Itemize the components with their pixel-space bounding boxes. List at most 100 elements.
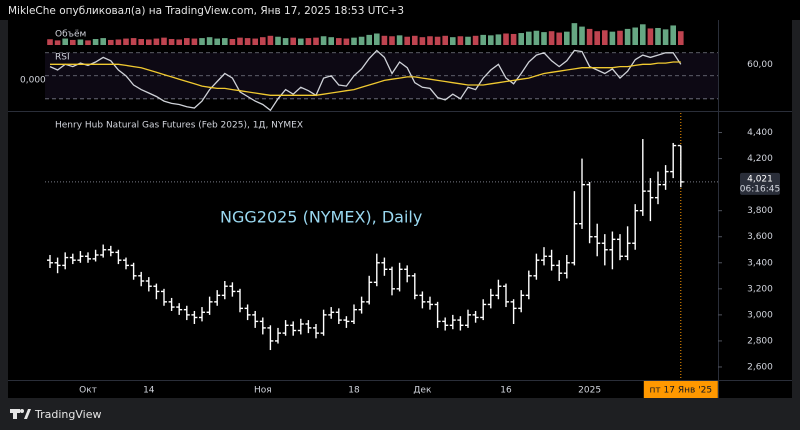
pane-title: RSI	[55, 53, 70, 63]
current-time-box	[643, 381, 718, 398]
x-tick-label: Дек	[413, 386, 432, 396]
volume-bar	[465, 36, 471, 45]
volume-bar	[108, 39, 114, 45]
volume-bar	[54, 40, 61, 45]
volume-bar	[662, 29, 669, 45]
volume-bar	[184, 38, 190, 45]
volume-bar	[640, 24, 646, 45]
volume-bar	[115, 39, 122, 45]
volume-bar	[586, 28, 593, 45]
volume-bar	[47, 39, 53, 45]
volume-bar	[313, 37, 319, 45]
x-tick-label: Ноя	[254, 386, 272, 396]
volume-bar	[602, 30, 608, 45]
logo-part	[20, 409, 24, 413]
x-tick-label: Окт	[79, 386, 97, 396]
volume-bar	[176, 39, 182, 45]
volume-bar	[62, 38, 68, 45]
current-time-label: пт 17 Янв '25	[650, 386, 713, 396]
volume-bar	[678, 31, 684, 45]
x-tick-label: 2025	[578, 386, 601, 396]
y-tick-label: 4,400	[747, 128, 773, 138]
volume-bar	[191, 38, 198, 45]
volume-bar	[237, 37, 243, 45]
volume-bar	[617, 30, 623, 45]
volume-bar	[214, 38, 220, 45]
volume-bar	[434, 36, 441, 45]
volume-bar	[670, 25, 676, 45]
volume-bar	[655, 27, 661, 45]
last-price-label: 4,021	[747, 174, 773, 184]
volume-bar	[579, 26, 585, 45]
volume-bar	[168, 39, 175, 45]
volume-bar	[351, 37, 357, 45]
volume-bar	[396, 35, 403, 45]
volume-bar	[510, 33, 517, 45]
volume-bar	[548, 31, 555, 45]
volume-bar	[472, 35, 479, 45]
x-tick-label: 14	[143, 386, 155, 396]
volume-bar	[343, 38, 350, 45]
volume-bar	[412, 35, 418, 45]
volume-bar	[260, 37, 266, 45]
volume-bar	[138, 39, 144, 45]
volume-bar	[381, 35, 388, 45]
last-price-box	[740, 172, 780, 195]
chart-annotation: NGG2025 (NYMEX), Daily	[220, 208, 422, 227]
volume-bar	[594, 31, 600, 45]
volume-bar	[556, 32, 562, 45]
volume-bar	[389, 36, 395, 45]
volume-bar	[374, 33, 380, 45]
countdown: 06:16:45	[740, 184, 780, 194]
volume-bar	[123, 38, 129, 45]
header-text: MikleChe опубликовал(а) на TradingView.c…	[8, 5, 404, 17]
volume-bar	[275, 36, 281, 45]
volume-bar	[77, 39, 84, 45]
volume-bar	[206, 37, 213, 45]
volume-bar	[252, 38, 258, 45]
volume-bar	[153, 38, 160, 45]
volume-bar	[92, 39, 99, 45]
volume-bar	[624, 28, 631, 45]
volume-bar	[336, 38, 342, 45]
volume-bar	[229, 39, 236, 45]
logo-part	[13, 409, 17, 419]
volume-bar	[146, 39, 152, 45]
volume-bar	[130, 38, 137, 45]
volume-bar	[533, 30, 540, 45]
plot: Объём 60,00 RSI 0,000 2,600 2,800 3,000 3,200 3,…	[20, 23, 780, 398]
volume-bar	[442, 35, 448, 45]
volume-bar	[419, 37, 426, 45]
y-tick-label: 3,800	[747, 206, 773, 216]
y-tick-label: 3,200	[747, 284, 773, 294]
volume-bar	[488, 35, 494, 45]
volume-bar	[564, 31, 570, 45]
volume-bar	[404, 36, 410, 45]
volume-bar	[366, 34, 372, 45]
brand: TradingView	[10, 408, 101, 421]
volume-bar	[457, 36, 464, 45]
volume-bar	[85, 40, 91, 45]
volume-bar	[305, 38, 312, 45]
volume-bar	[609, 31, 616, 45]
x-tick-label: 18	[348, 386, 360, 396]
volume-bar	[480, 34, 486, 45]
volume-bar	[290, 37, 296, 45]
volume-bar	[298, 38, 304, 45]
brand-name: TradingView	[34, 408, 101, 421]
volume-bar	[328, 37, 334, 45]
volume-bar	[320, 36, 327, 45]
chart-area	[8, 20, 792, 398]
volume-bar	[518, 33, 524, 45]
volume-bar	[100, 38, 106, 45]
volume-bar	[427, 36, 433, 45]
volume-bar	[495, 34, 502, 45]
logo-part	[24, 409, 31, 419]
pane-title: Объём	[55, 30, 86, 40]
rsi-line	[50, 61, 681, 96]
y-tick-label: 4,200	[747, 154, 773, 164]
volume-bar	[541, 32, 547, 45]
y-tick-label: 2,800	[747, 336, 773, 346]
